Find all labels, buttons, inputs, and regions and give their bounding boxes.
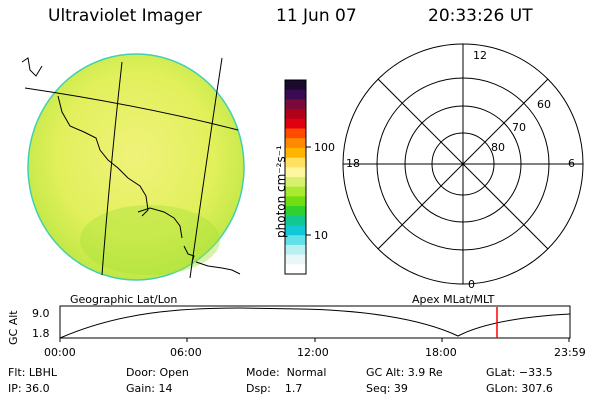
info-glon: GLon: 307.6 (486, 382, 553, 395)
colorbar-segment (285, 128, 306, 139)
polar-label-18: 18 (346, 157, 360, 170)
timeline-xtick-0000: 00:00 (44, 346, 76, 359)
polar-ring-label-80: 80 (491, 141, 505, 154)
colorbar-segment (285, 177, 306, 188)
colorbar-segment (285, 167, 306, 178)
info-glat: GLat: −33.5 (486, 366, 553, 379)
apex-caption: Apex MLat/MLT (412, 293, 495, 306)
polar-label-12: 12 (473, 49, 487, 62)
colorbar-segment (285, 244, 306, 256)
timeline-ytick-1-8: 1.8 (32, 327, 50, 340)
colorbar-segment (285, 157, 306, 168)
info-seq: Seq: 39 (366, 382, 408, 395)
polar-label-6: 6 (568, 157, 575, 170)
colorbar-segment (285, 138, 306, 149)
colorbar-segment (285, 235, 306, 246)
timeline-xtick-2359: 23:59 (554, 346, 586, 359)
timeline-xtick-0600: 06:00 (170, 346, 202, 359)
colorbar-segment (285, 215, 306, 226)
info-ip: IP: 36.0 (8, 382, 50, 395)
altitude-curve (59, 307, 571, 339)
polar-ring-label-60: 60 (537, 98, 551, 111)
colorbar-segment (285, 118, 306, 129)
colorbar-segment (285, 89, 306, 100)
timeline-ylabel: GC Alt (7, 310, 20, 345)
lat-lon-grid (24, 57, 239, 279)
colorbar-segment (285, 186, 306, 197)
coastline (21, 57, 241, 275)
colorbar-segment (285, 225, 306, 236)
info-gain: Gain: 14 (126, 382, 173, 395)
polar-ring-label-70: 70 (512, 121, 526, 134)
info-door: Door: Open (126, 366, 189, 379)
colorbar-tick-label-10: 10 (314, 229, 328, 242)
timeline-xtick-1800: 18:00 (425, 346, 457, 359)
polar-label-0: 0 (468, 278, 475, 291)
date-label: 11 Jun 07 (276, 6, 357, 26)
colorbar-segment (285, 147, 306, 159)
timeline-xtick-1200: 12:00 (297, 346, 329, 359)
colorbar-segment (285, 80, 306, 91)
earth-disk (27, 53, 245, 281)
colorbar-segment (285, 254, 306, 265)
info-filter: Flt: LBHL (8, 366, 57, 379)
colorbar-segment (285, 99, 306, 110)
colorbar-segment (285, 206, 306, 217)
info-dsp: Dsp: 1.7 (246, 382, 303, 395)
info-gc-alt: GC Alt: 3.9 Re (366, 366, 443, 379)
time-label: 20:33:26 UT (428, 6, 533, 26)
info-mode: Mode: Normal (246, 366, 327, 379)
instrument-title: Ultraviolet Imager (48, 6, 202, 26)
geographic-caption: Geographic Lat/Lon (70, 293, 178, 306)
colorbar-segment (285, 264, 306, 275)
timeline-ytick-9: 9.0 (32, 307, 50, 320)
colorbar-segment (285, 196, 306, 207)
colorbar-segment (285, 109, 306, 120)
colorbar-tick-label-100: 100 (314, 141, 335, 154)
